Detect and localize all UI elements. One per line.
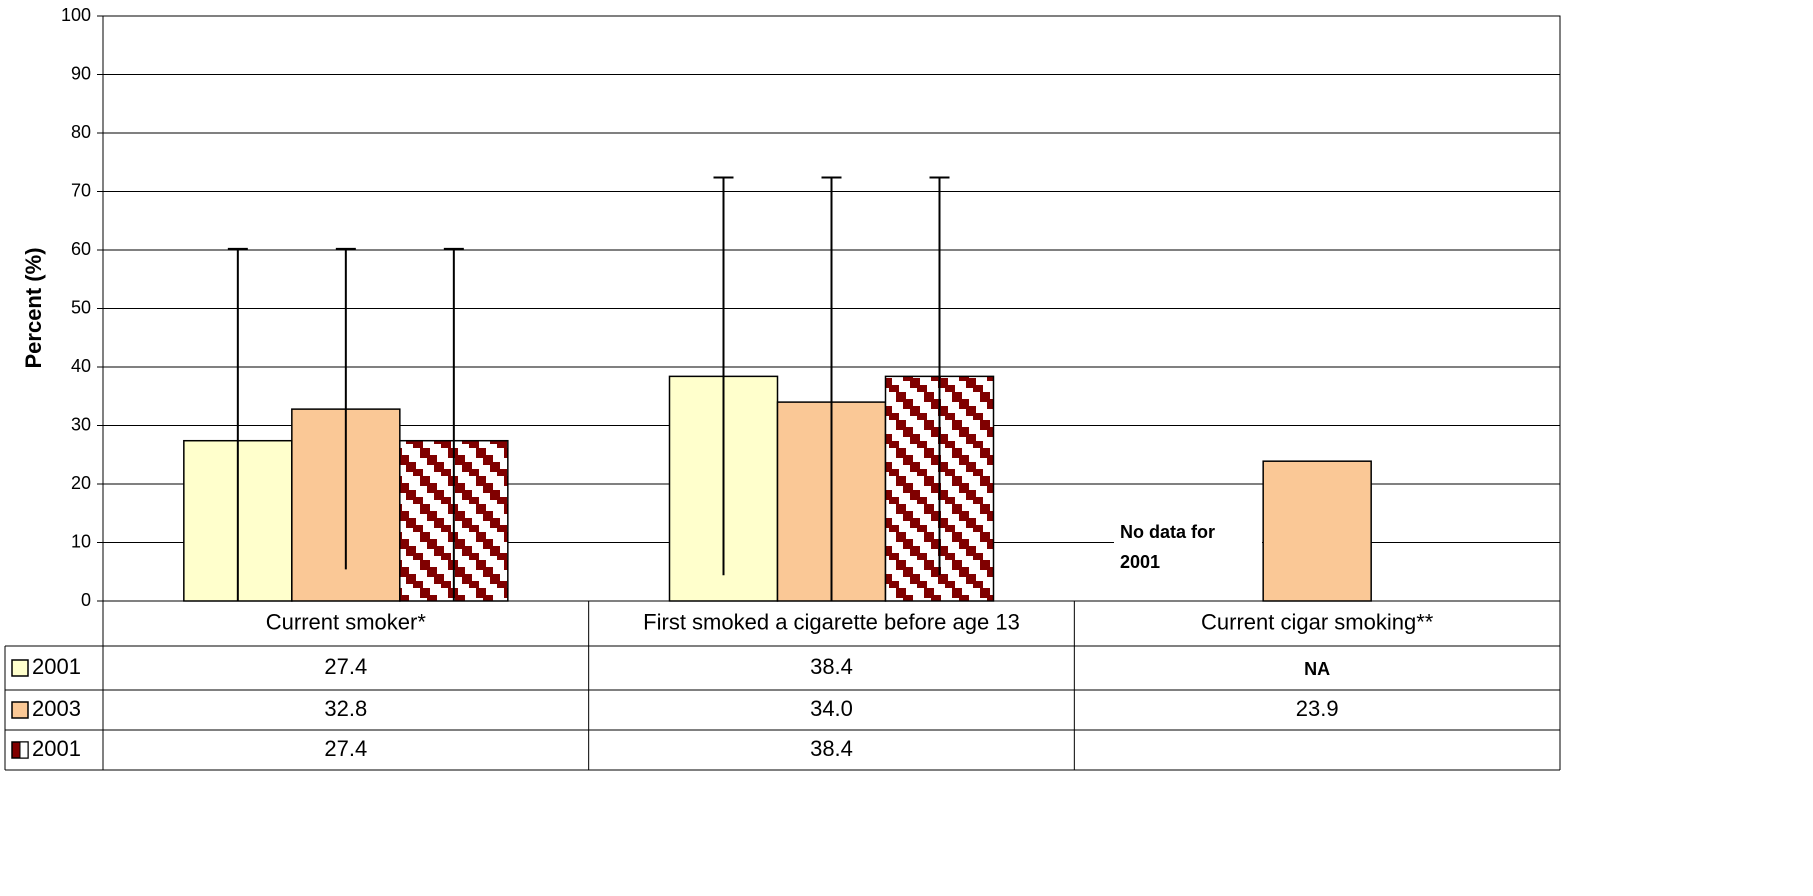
table-value: NA: [1304, 659, 1330, 679]
legend-label: 2003: [32, 696, 81, 721]
table-value: 27.4: [324, 736, 367, 761]
table-value: 38.4: [810, 654, 853, 679]
category-label: Current cigar smoking**: [1201, 609, 1434, 634]
y-tick-label: 100: [61, 5, 91, 25]
y-tick-label: 80: [71, 122, 91, 142]
legend-swatch-inner: [19, 741, 29, 759]
annotation-bg: [1114, 516, 1262, 580]
y-tick-label: 90: [71, 63, 91, 83]
y-tick-label: 50: [71, 297, 91, 317]
table-value: 27.4: [324, 654, 367, 679]
table-value: 23.9: [1296, 696, 1339, 721]
bar: [1262, 460, 1372, 602]
y-tick-label: 20: [71, 473, 91, 493]
y-tick-label: 0: [81, 590, 91, 610]
y-tick-label: 70: [71, 180, 91, 200]
category-label: First smoked a cigarette before age 13: [643, 609, 1020, 634]
y-tick-label: 60: [71, 239, 91, 259]
annotation: No data for: [1120, 522, 1215, 542]
y-tick-label: 40: [71, 356, 91, 376]
annotation: 2001: [1120, 552, 1160, 572]
table-value: 38.4: [810, 736, 853, 761]
category-label: Current smoker*: [266, 609, 427, 634]
legend-label: 2001: [32, 736, 81, 761]
legend-swatch: [11, 701, 29, 719]
table-value: 34.0: [810, 696, 853, 721]
table-value: 32.8: [324, 696, 367, 721]
y-axis-label: Percent (%): [21, 247, 46, 368]
y-tick-label: 30: [71, 414, 91, 434]
legend-label: 2001: [32, 654, 81, 679]
y-tick-label: 10: [71, 531, 91, 551]
legend-swatch: [11, 659, 29, 677]
